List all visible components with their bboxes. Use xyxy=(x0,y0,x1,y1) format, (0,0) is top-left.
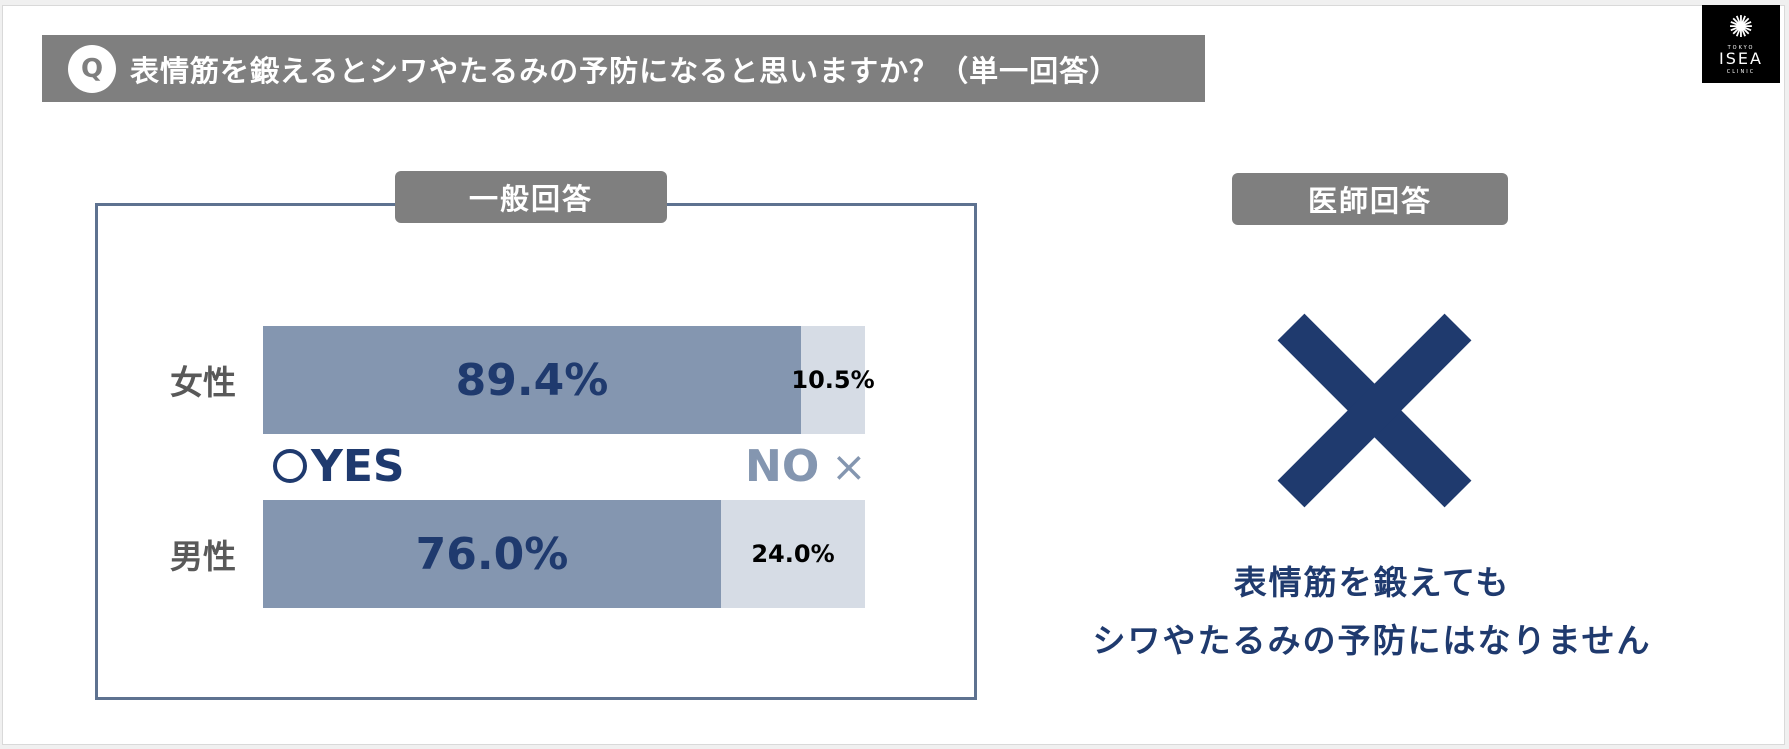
legend-yes: YES xyxy=(273,440,405,492)
logo-name: ISEA xyxy=(1719,49,1763,68)
legend-no: NO × xyxy=(745,440,867,492)
bar-no: 24.0% xyxy=(721,500,865,608)
logo-small-text: TOKYO xyxy=(1727,45,1755,51)
cross-icon xyxy=(1277,313,1472,508)
question-marker: Q xyxy=(68,44,116,93)
clinic-logo: ✺ TOKYO ISEA CLINIC xyxy=(1702,5,1780,83)
doctor-answer-tag: 医師回答 xyxy=(1232,173,1508,225)
doctor-answer-text: 表情筋を鍛えても シワやたるみの予防にはなりません xyxy=(1062,554,1682,670)
sunburst-icon: ✺ xyxy=(1728,10,1754,45)
cross-icon: × xyxy=(831,441,867,491)
circle-icon xyxy=(273,449,307,483)
data-label-yes: 89.4% xyxy=(455,354,609,406)
data-label-no: 10.5% xyxy=(791,366,875,394)
category-label: 女性 xyxy=(170,363,236,402)
general-answer-tag: 一般回答 xyxy=(395,171,667,223)
bar-no: 10.5% xyxy=(791,326,875,434)
category-label: 男性 xyxy=(170,537,236,576)
doctor-answer-line-2: シワやたるみの予防にはなりません xyxy=(1092,621,1652,660)
doctor-answer-line-1: 表情筋を鍛えても xyxy=(1233,563,1511,602)
question-header: Q 表情筋を鍛えるとシワやたるみの予防になると思いますか？（単一回答） xyxy=(42,35,1205,102)
legend-no-label: NO xyxy=(745,440,820,492)
logo-sub-text: CLINIC xyxy=(1726,69,1756,75)
question-text: 表情筋を鍛えるとシワやたるみの予防になると思いますか？（単一回答） xyxy=(130,53,1120,88)
data-label-no: 24.0% xyxy=(751,540,835,568)
legend-yes-label: YES xyxy=(311,440,405,492)
data-label-yes: 76.0% xyxy=(415,528,569,580)
bar-yes: 89.4% xyxy=(263,326,801,434)
bar-yes: 76.0% xyxy=(263,500,721,608)
